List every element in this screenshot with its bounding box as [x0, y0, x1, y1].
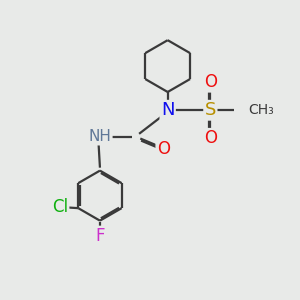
Text: O: O [204, 129, 217, 147]
Text: F: F [95, 227, 105, 245]
Text: O: O [204, 73, 217, 91]
Text: Cl: Cl [52, 198, 68, 216]
Text: N: N [161, 101, 174, 119]
Text: NH: NH [88, 129, 111, 144]
Text: S: S [205, 101, 216, 119]
Text: O: O [157, 140, 170, 158]
Text: CH₃: CH₃ [249, 103, 274, 117]
